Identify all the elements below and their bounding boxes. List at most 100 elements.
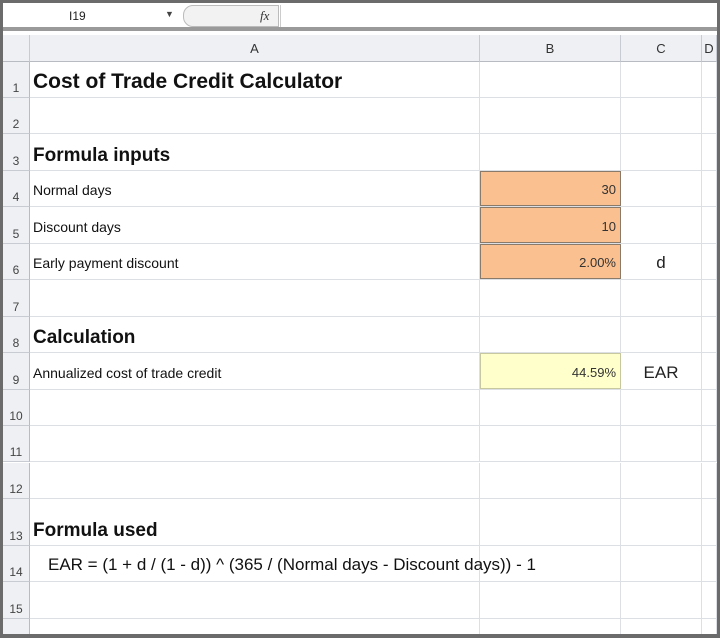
cell-b12[interactable]: [480, 462, 621, 498]
cell-d9[interactable]: [702, 353, 717, 389]
cell[interactable]: [30, 618, 480, 634]
cell-c12[interactable]: [621, 462, 702, 498]
cell-c8[interactable]: [621, 316, 702, 353]
cell-b4[interactable]: 30: [480, 170, 621, 207]
row-header[interactable]: 5: [3, 207, 30, 244]
cell-c15[interactable]: [621, 581, 702, 618]
chevron-down-icon[interactable]: ▼: [165, 9, 174, 19]
cell-a4[interactable]: Normal days: [30, 170, 480, 207]
row-header[interactable]: 10: [3, 389, 30, 427]
row-header[interactable]: 3: [3, 134, 30, 171]
cell-a10[interactable]: [30, 389, 480, 426]
row-header[interactable]: 2: [3, 98, 30, 135]
cell-b14[interactable]: [480, 545, 621, 581]
cell-b1[interactable]: [480, 62, 621, 97]
row-header[interactable]: 12: [3, 462, 30, 499]
cell-b6[interactable]: 2.00%: [480, 243, 621, 280]
column-header-b[interactable]: B: [480, 35, 621, 62]
row-header[interactable]: 6: [3, 243, 30, 281]
sheet-row: Formula used: [30, 498, 717, 546]
cell-b3[interactable]: [480, 134, 621, 170]
cell-a13[interactable]: Formula used: [30, 498, 480, 545]
cell-c7[interactable]: [621, 280, 702, 316]
cell-d1[interactable]: [702, 62, 717, 97]
cell-b8[interactable]: [480, 316, 621, 353]
cell-c14[interactable]: [621, 545, 702, 581]
row-header[interactable]: [3, 618, 30, 634]
cell-c11[interactable]: [621, 426, 702, 462]
cell-d4[interactable]: [702, 170, 717, 207]
cell-c3[interactable]: [621, 134, 702, 170]
sheet-row: [30, 426, 717, 463]
cell-d12[interactable]: [702, 462, 717, 498]
row-header[interactable]: 1: [3, 62, 30, 98]
cell[interactable]: [480, 618, 621, 634]
cell-a5[interactable]: Discount days: [30, 207, 480, 243]
cell-d7[interactable]: [702, 280, 717, 316]
row-header[interactable]: 7: [3, 280, 30, 317]
cell-d5[interactable]: [702, 207, 717, 243]
cell-d6[interactable]: [702, 243, 717, 280]
row-header[interactable]: 11: [3, 426, 30, 463]
cell-a11[interactable]: [30, 426, 480, 462]
cell-a7[interactable]: [30, 280, 480, 316]
cell-c10[interactable]: [621, 389, 702, 426]
cell-c6[interactable]: d: [621, 243, 702, 280]
function-icon[interactable]: fx: [260, 8, 270, 23]
row-header[interactable]: 9: [3, 353, 30, 390]
formula-bar: I19 ▼ fx: [3, 3, 717, 31]
row-header[interactable]: 14: [3, 545, 30, 582]
sheet-row: [30, 581, 717, 619]
cell-c2[interactable]: [621, 98, 702, 134]
cell-a9[interactable]: Annualized cost of trade credit: [30, 353, 480, 389]
cell-b13[interactable]: [480, 498, 621, 545]
cell-d8[interactable]: [702, 316, 717, 353]
cell-d15[interactable]: [702, 581, 717, 618]
select-all-corner[interactable]: [3, 35, 30, 62]
cell-b9[interactable]: 44.59%: [480, 353, 621, 389]
cell-c9[interactable]: EAR: [621, 353, 702, 389]
cell[interactable]: [621, 618, 702, 634]
cell-a3[interactable]: Formula inputs: [30, 134, 480, 170]
column-header-d[interactable]: D: [702, 35, 717, 62]
cell-a14[interactable]: EAR = (1 + d / (1 - d)) ^ (365 / (Normal…: [30, 545, 536, 581]
formula-input[interactable]: [280, 5, 717, 27]
cell-b2[interactable]: [480, 98, 621, 134]
cell-d2[interactable]: [702, 98, 717, 134]
cell-c5[interactable]: [621, 207, 702, 243]
cell-a2[interactable]: [30, 98, 480, 134]
cell-d3[interactable]: [702, 134, 717, 170]
label-text: Early payment discount: [33, 255, 179, 272]
row-header[interactable]: 4: [3, 170, 30, 208]
name-box[interactable]: I19: [69, 9, 86, 23]
cell-c4[interactable]: [621, 170, 702, 207]
label-text: Annualized cost of trade credit: [33, 364, 222, 381]
column-header-c[interactable]: C: [621, 35, 702, 62]
cell-a12[interactable]: [30, 462, 480, 498]
cell-b15[interactable]: [480, 581, 621, 618]
cell-c13[interactable]: [621, 498, 702, 545]
row-header[interactable]: 8: [3, 316, 30, 354]
sheet-row: [30, 462, 717, 499]
cell-a15[interactable]: [30, 581, 480, 618]
column-header-a[interactable]: A: [30, 35, 480, 62]
cell-d13[interactable]: [702, 498, 717, 545]
cell-a1[interactable]: Cost of Trade Credit Calculator: [30, 62, 480, 97]
cell-b5[interactable]: 10: [480, 207, 621, 243]
cell-d14[interactable]: [702, 545, 717, 581]
sheet-row: Early payment discount 2.00% d: [30, 243, 717, 281]
cell[interactable]: [702, 618, 717, 634]
row-number: 11: [9, 445, 23, 460]
formula-buttons: fx: [183, 5, 279, 27]
cell-d10[interactable]: [702, 389, 717, 426]
row-number: 1: [12, 81, 20, 95]
cell-a6[interactable]: Early payment discount: [30, 243, 480, 280]
cell-b7[interactable]: [480, 280, 621, 316]
cell-a8[interactable]: Calculation: [30, 316, 480, 353]
cell-d11[interactable]: [702, 426, 717, 462]
cell-b10[interactable]: [480, 389, 621, 426]
cell-b11[interactable]: [480, 426, 621, 462]
row-header[interactable]: 15: [3, 581, 30, 619]
row-header[interactable]: 13: [3, 498, 30, 546]
cell-c1[interactable]: [621, 62, 702, 97]
